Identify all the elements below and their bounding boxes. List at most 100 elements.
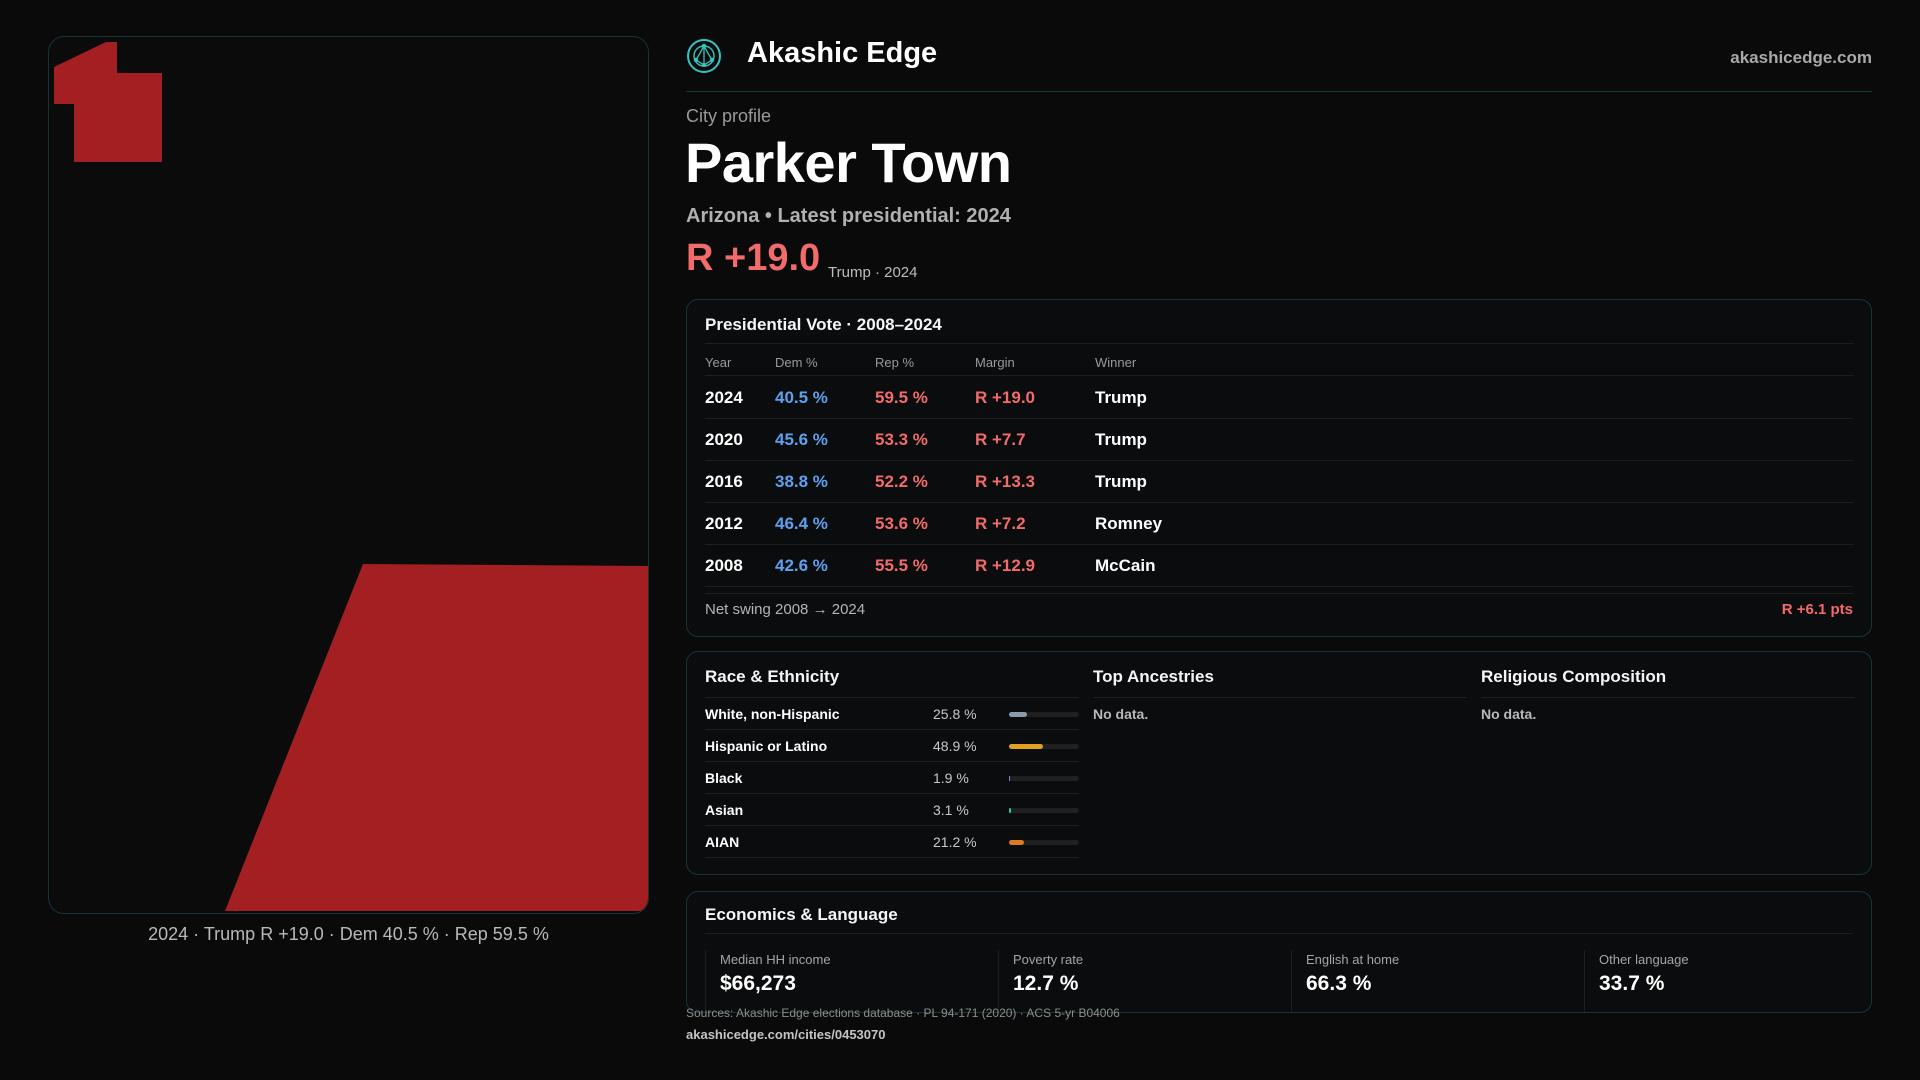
site-domain-link[interactable]: akashicedge.com — [1730, 48, 1872, 67]
race-bar-fill — [1009, 808, 1012, 813]
stat-label: Other language — [1599, 952, 1689, 967]
presidential-vote-card: Presidential Vote · 2008–2024 Year Dem %… — [686, 299, 1872, 637]
cell-margin: R +19.0 — [975, 388, 1036, 407]
race-label: Asian — [705, 802, 744, 818]
divider — [705, 933, 1853, 934]
race-row: Black 1.9 % — [705, 762, 1079, 794]
table-row[interactable]: 2012 46.4 % 53.6 % R +7.2 Romney — [705, 503, 1853, 545]
city-boundary-map — [54, 42, 648, 911]
cell-year: 2008 — [705, 556, 743, 575]
net-swing-value: R +6.1 pts — [1781, 601, 1853, 618]
city-boundary-shape-north — [54, 42, 162, 162]
section-title: Religious Composition — [1481, 667, 1667, 686]
net-swing-label: Net swing 2008 → 2024 — [705, 601, 866, 618]
section-title: Race & Ethnicity — [705, 667, 840, 686]
brand-name[interactable]: Akashic Edge — [747, 37, 938, 69]
race-label: Black — [705, 770, 743, 786]
table-row[interactable]: 2020 45.6 % 53.3 % R +7.7 Trump — [705, 419, 1853, 461]
city-boundary-shape-south — [225, 564, 648, 911]
race-label: Hispanic or Latino — [705, 738, 828, 754]
cell-year: 2024 — [705, 388, 743, 407]
cell-winner: McCain — [1095, 556, 1156, 575]
column-header-margin: Margin — [975, 355, 1015, 370]
cell-winner: Trump — [1095, 388, 1147, 407]
column-header-year: Year — [705, 355, 732, 370]
table-row[interactable]: 2024 40.5 % 59.5 % R +19.0 Trump — [705, 377, 1853, 419]
column-header-winner: Winner — [1095, 355, 1137, 370]
cell-margin: R +7.2 — [975, 514, 1026, 533]
cell-dem: 45.6 % — [775, 430, 828, 449]
cell-winner: Romney — [1095, 514, 1163, 533]
network-globe-icon[interactable] — [686, 38, 722, 74]
cell-margin: R +7.7 — [975, 430, 1026, 449]
cell-winner: Trump — [1095, 430, 1147, 449]
economics-language-card: Economics & Language Median HH income $6… — [686, 891, 1872, 1013]
race-row: Hispanic or Latino 48.9 % — [705, 730, 1079, 762]
cell-rep: 52.2 % — [875, 472, 928, 491]
table-row[interactable]: 2008 42.6 % 55.5 % R +12.9 McCain — [705, 545, 1853, 587]
cell-year: 2012 — [705, 514, 743, 533]
race-value: 21.2 % — [933, 834, 977, 850]
map-caption: 2024 · Trump R +19.0 · Dem 40.5 % · Rep … — [148, 924, 549, 944]
empty-state: No data. — [1481, 706, 1537, 722]
race-bar — [1009, 840, 1079, 845]
race-label: AIAN — [705, 834, 740, 850]
race-row: AIAN 21.2 % — [705, 826, 1079, 858]
stat-english-at-home: English at home 66.3 % — [1291, 950, 1581, 1012]
divider — [1093, 697, 1467, 698]
card-title: Presidential Vote · 2008–2024 — [705, 315, 942, 334]
cell-dem: 42.6 % — [775, 556, 828, 575]
race-row: White, non-Hispanic 25.8 % — [705, 698, 1079, 730]
stat-value: 66.3 % — [1306, 972, 1372, 995]
race-value: 25.8 % — [933, 706, 977, 722]
race-value: 3.1 % — [933, 802, 969, 818]
divider — [705, 343, 1853, 344]
race-bar-fill — [1009, 776, 1011, 781]
stat-value: 33.7 % — [1599, 972, 1665, 995]
latest-margin-note: Trump · 2024 — [828, 264, 918, 281]
cell-winner: Trump — [1095, 472, 1147, 491]
divider — [1481, 697, 1855, 698]
demographics-card: Race & Ethnicity White, non-Hispanic 25.… — [686, 651, 1872, 875]
stat-label: Poverty rate — [1013, 952, 1084, 967]
race-bar — [1009, 712, 1079, 717]
city-map[interactable] — [48, 36, 649, 914]
race-bar — [1009, 744, 1079, 749]
stat-other-language: Other language 33.7 % — [1584, 950, 1871, 1012]
cell-year: 2016 — [705, 472, 743, 491]
cell-rep: 59.5 % — [875, 388, 928, 407]
section-title: Top Ancestries — [1093, 667, 1214, 686]
cell-year: 2020 — [705, 430, 743, 449]
stat-value: $66,273 — [720, 972, 796, 995]
column-header-dem: Dem % — [775, 355, 818, 370]
race-bar-fill — [1009, 840, 1024, 845]
race-bar — [1009, 808, 1079, 813]
card-title: Economics & Language — [705, 905, 898, 924]
race-bar-fill — [1009, 712, 1028, 717]
table-row[interactable]: 2016 38.8 % 52.2 % R +13.3 Trump — [705, 461, 1853, 503]
column-header-rep: Rep % — [875, 355, 915, 370]
cell-dem: 46.4 % — [775, 514, 828, 533]
religious-composition-section: Religious Composition No data. — [1481, 667, 1855, 722]
cell-rep: 55.5 % — [875, 556, 928, 575]
page-title: Parker Town — [685, 131, 1012, 194]
cell-margin: R +12.9 — [975, 556, 1036, 575]
divider — [705, 697, 1079, 698]
race-value: 48.9 % — [933, 738, 977, 754]
latest-margin: R +19.0 — [686, 237, 821, 279]
sources-note: Sources: Akashic Edge elections database… — [686, 1006, 1120, 1020]
cell-margin: R +13.3 — [975, 472, 1036, 491]
net-swing-summary: Net swing 2008 → 2024 R +6.1 pts — [705, 593, 1853, 623]
site-header: Akashic Edge akashicedge.com — [686, 36, 1872, 92]
race-bar-fill — [1009, 744, 1044, 749]
page-url-link[interactable]: akashicedge.com/cities/0453070 — [686, 1027, 886, 1042]
cell-rep: 53.3 % — [875, 430, 928, 449]
page-eyebrow: City profile — [686, 106, 772, 126]
cell-rep: 53.6 % — [875, 514, 928, 533]
stat-median-income: Median HH income $66,273 — [705, 950, 995, 1012]
stat-value: 12.7 % — [1013, 972, 1079, 995]
race-label: White, non-Hispanic — [705, 706, 840, 722]
race-ethnicity-section: Race & Ethnicity White, non-Hispanic 25.… — [705, 667, 1079, 858]
race-row: Asian 3.1 % — [705, 794, 1079, 826]
race-bar — [1009, 776, 1079, 781]
